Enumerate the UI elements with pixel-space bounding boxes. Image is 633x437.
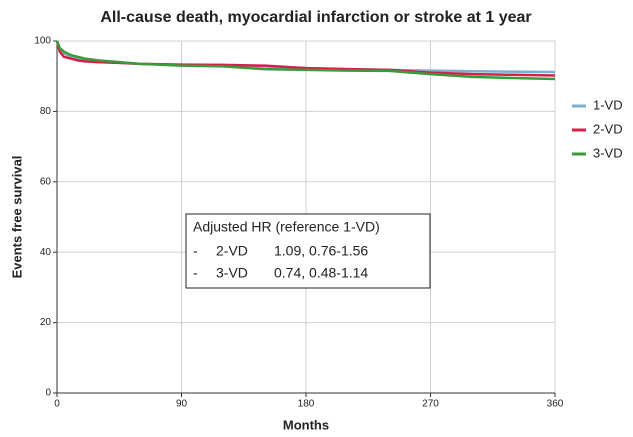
annotation-cell: 0.74, 0.48-1.14 bbox=[274, 265, 368, 281]
annotation-cell: 3-VD bbox=[216, 265, 248, 281]
annotation-cell: 2-VD bbox=[216, 243, 248, 259]
annotation-box bbox=[185, 213, 431, 289]
y-tick-label: 40 bbox=[40, 247, 52, 258]
x-tick-label: 0 bbox=[54, 399, 60, 410]
y-tick-label: 60 bbox=[40, 176, 52, 187]
legend-label: 3-VD bbox=[593, 145, 623, 160]
y-tick-label: 20 bbox=[40, 317, 52, 328]
x-tick-label: 180 bbox=[298, 399, 315, 410]
legend-label: 2-VD bbox=[593, 121, 623, 136]
x-axis-label: Months bbox=[283, 417, 329, 432]
x-tick-label: 360 bbox=[547, 399, 564, 410]
annotation-cell: - bbox=[193, 265, 198, 281]
survival-line bbox=[55, 40, 556, 81]
annotation-cell: 1.09, 0.76-1.56 bbox=[274, 243, 368, 259]
x-tick-label: 270 bbox=[422, 399, 439, 410]
y-tick-label: 100 bbox=[34, 36, 51, 47]
y-tick-label: 0 bbox=[45, 388, 51, 399]
y-tick-label: 80 bbox=[40, 106, 52, 117]
chart-title: All-cause death, myocardial infarction o… bbox=[100, 9, 531, 26]
legend-label: 1-VD bbox=[593, 97, 623, 112]
annotation-cell: - bbox=[193, 243, 198, 259]
annotation-title: Adjusted HR (reference 1-VD) bbox=[193, 219, 380, 235]
x-tick-label: 90 bbox=[176, 399, 188, 410]
y-axis-label: Events free survival bbox=[9, 156, 24, 279]
